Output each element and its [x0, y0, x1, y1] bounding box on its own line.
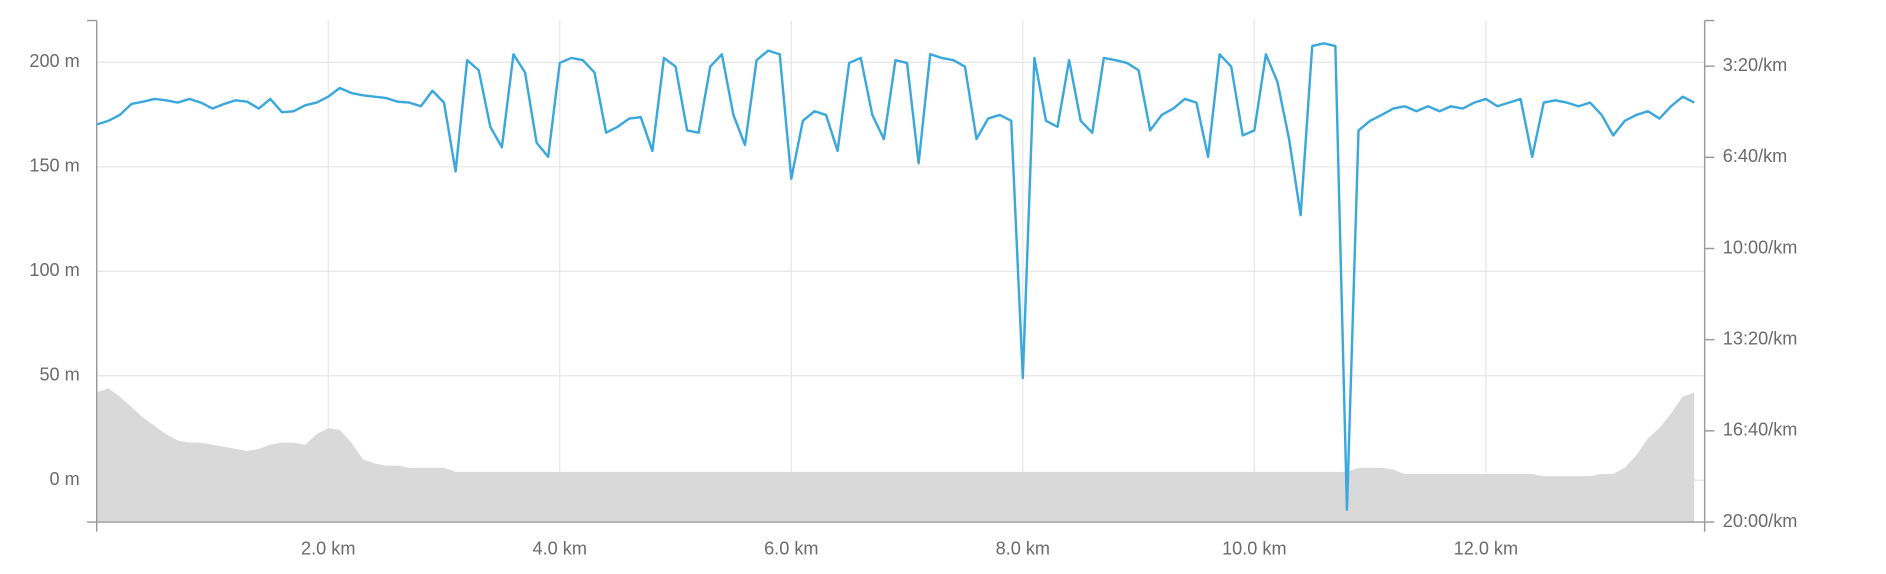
x-tick-label: 10.0 km [1222, 539, 1286, 559]
y-tick-label: 0 m [50, 469, 80, 489]
y2-tick-label: 16:40/km [1723, 420, 1798, 440]
x-tick-label: 8.0 km [996, 539, 1050, 559]
axes: 0 m 50 m 100 m 150 m 200 m 3:20/km 6:40/km 10:0… [29, 19, 1798, 559]
x-tick-label: 12.0 km [1454, 539, 1518, 559]
y-tick-label: 100 m [29, 260, 79, 280]
y2-tick-label: 20:00/km [1723, 511, 1798, 531]
y2-tick-label: 10:00/km [1723, 237, 1798, 257]
y-tick-label: 200 m [29, 51, 79, 71]
y-tick-label: 150 m [29, 156, 79, 176]
x-tick-label: 2.0 km [301, 539, 355, 559]
elevation-area [96, 388, 1695, 523]
y2-tick-label: 13:20/km [1723, 328, 1798, 348]
x-tick-label: 4.0 km [533, 539, 587, 559]
x-tick-label: 6.0 km [764, 539, 818, 559]
marks [96, 42, 1695, 523]
y2-tick-label: 6:40/km [1723, 146, 1787, 166]
y-tick-label: 50 m [39, 365, 79, 385]
y2-tick-label: 3:20/km [1723, 55, 1787, 75]
pace-line [96, 42, 1695, 511]
